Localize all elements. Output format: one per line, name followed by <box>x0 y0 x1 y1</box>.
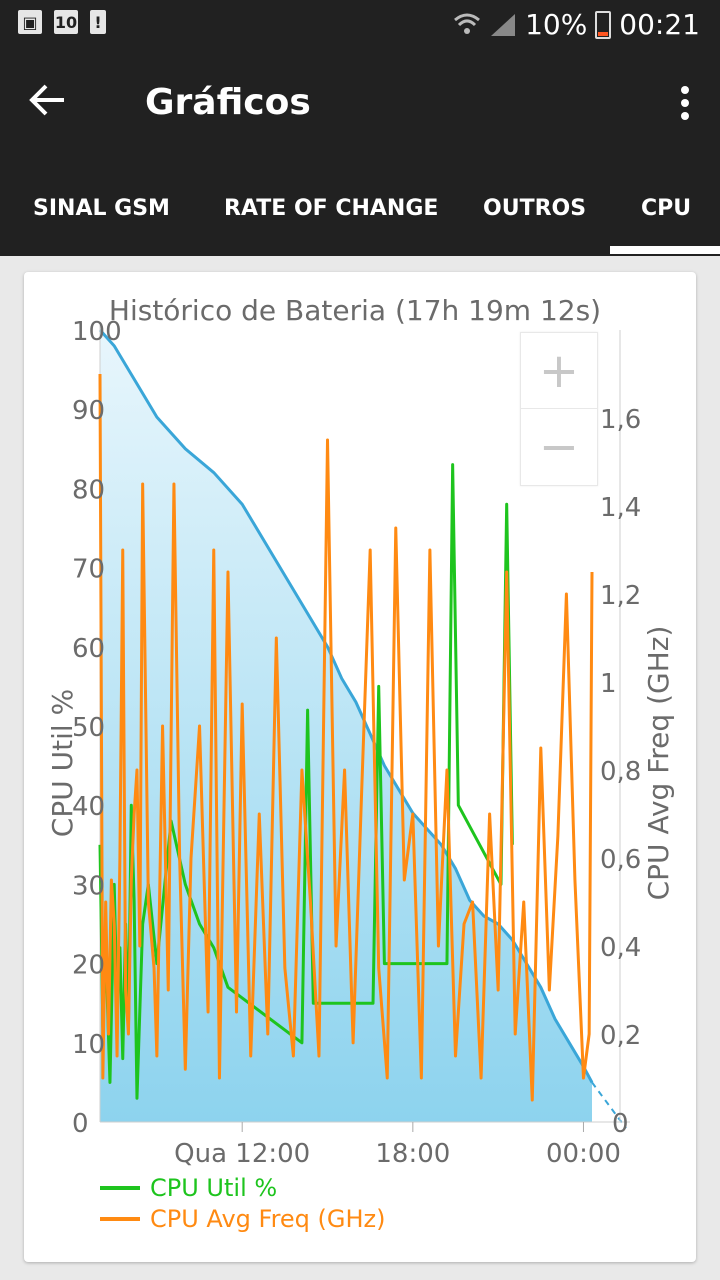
y2-tick-label: 0 <box>612 1109 629 1139</box>
back-arrow-icon[interactable] <box>28 80 68 120</box>
tab-cpu[interactable]: CPU <box>641 196 692 221</box>
legend-label-cpu-util: CPU Util % <box>150 1173 278 1202</box>
battery-line <box>98 328 594 1084</box>
zoom-out-button[interactable]: − <box>538 418 580 475</box>
tab-rate-of-change[interactable]: RATE OF CHANGE <box>224 196 439 221</box>
tab-outros[interactable]: OUTROS <box>483 196 587 221</box>
chart-title: Histórico de Bateria (17h 19m 12s) <box>109 294 601 327</box>
legend-item-cpu-freq: CPU Avg Freq (GHz) <box>100 1203 386 1234</box>
y2-tick-label: 0,2 <box>600 1021 641 1051</box>
status-bar: ▣ 10 ! 10% 00:21 <box>0 0 720 50</box>
image-icon: ▣ <box>18 10 42 34</box>
legend-item-cpu-util: CPU Util % <box>100 1172 386 1203</box>
x-tick-label: 18:00 <box>375 1139 450 1169</box>
tab-selected-indicator <box>610 246 720 254</box>
x-tick-label: Qua 12:00 <box>174 1139 310 1169</box>
legend-swatch-cpu-freq <box>100 1216 140 1221</box>
chart-legend: CPU Util % CPU Avg Freq (GHz) <box>100 1172 386 1234</box>
battery-percent: 10% <box>525 8 588 41</box>
y2-tick-label: 1,2 <box>600 581 641 611</box>
y-tick-label: 100 <box>72 317 122 347</box>
cpu-freq-line <box>98 373 594 1102</box>
alert-icon: ! <box>90 10 106 34</box>
app-bar: Gráficos <box>0 50 720 160</box>
y-tick-label: 50 <box>72 713 105 743</box>
y-tick-label: 30 <box>72 871 105 901</box>
signal-icon <box>491 13 516 36</box>
y2-tick-label: 1,4 <box>600 493 641 523</box>
tab-bar: SINAL GSM RATE OF CHANGE OUTROS CPU <box>0 160 720 256</box>
y-axis-label: CPU Util % <box>46 689 79 837</box>
zoom-controls: + − <box>520 332 598 486</box>
y2-axis-label: CPU Avg Freq (GHz) <box>642 626 675 901</box>
clock: 00:21 <box>619 8 700 41</box>
legend-label-cpu-freq: CPU Avg Freq (GHz) <box>150 1204 386 1233</box>
tab-sinal-gsm[interactable]: SINAL GSM <box>33 196 170 221</box>
y2-tick-label: 1,6 <box>600 405 641 435</box>
y-tick-label: 20 <box>72 951 105 981</box>
y-tick-label: 70 <box>72 555 105 585</box>
y-tick-label: 80 <box>72 475 105 505</box>
notification-icons: ▣ 10 ! <box>18 10 106 34</box>
x-tick-label: 00:00 <box>546 1139 621 1169</box>
y-tick-label: 0 <box>72 1109 89 1139</box>
page-title: Gráficos <box>145 82 311 123</box>
battery-icon <box>595 10 612 39</box>
system-indicators: 10% 00:21 <box>453 8 700 41</box>
y-tick-label: 60 <box>72 634 105 664</box>
y-tick-label: 90 <box>72 396 105 426</box>
calendar-10-icon: 10 <box>54 10 78 34</box>
more-options-icon[interactable] <box>680 86 690 122</box>
legend-swatch-cpu-util <box>100 1185 140 1190</box>
y-tick-label: 10 <box>72 1030 105 1060</box>
zoom-in-button[interactable]: + <box>521 333 597 409</box>
y2-tick-label: 0,8 <box>600 757 641 787</box>
y2-tick-label: 0,4 <box>600 933 641 963</box>
y2-tick-label: 1 <box>600 669 617 699</box>
wifi-icon <box>454 13 481 34</box>
y-tick-label: 40 <box>72 792 105 822</box>
y2-tick-label: 0,6 <box>600 845 641 875</box>
